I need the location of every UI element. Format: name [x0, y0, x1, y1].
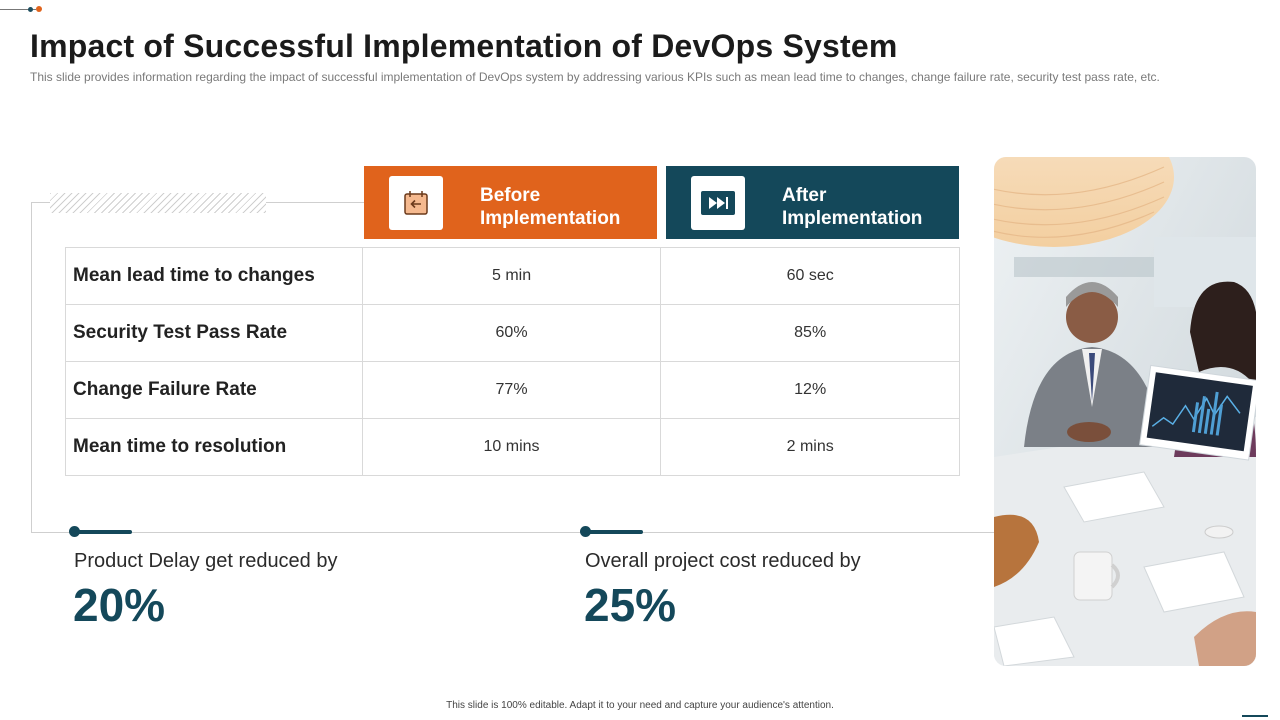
frame-line-left — [31, 202, 32, 532]
stat-marker-bar — [74, 530, 132, 534]
page-subtitle: This slide provides information regardin… — [30, 70, 1160, 84]
table-row: Mean lead time to changes 5 min 60 sec — [65, 247, 960, 305]
frame-line-bottom — [31, 532, 994, 533]
metric-cell: Mean time to resolution — [65, 418, 363, 476]
before-implementation-header: Before Implementation — [364, 166, 657, 239]
before-value-cell: 10 mins — [361, 418, 662, 476]
kpi-comparison-table: Mean lead time to changes 5 min 60 sec S… — [65, 247, 960, 476]
after-value-cell: 60 sec — [660, 247, 960, 305]
stat-value-product-delay: 20% — [73, 579, 166, 631]
before-value-cell: 60% — [361, 304, 662, 362]
top-left-decoration-dot-accent — [36, 6, 42, 12]
metric-cell: Mean lead time to changes — [65, 247, 363, 305]
before-label-line1: Before — [480, 185, 541, 206]
after-value-cell: 12% — [660, 361, 960, 419]
stat-value-project-cost: 25% — [584, 579, 677, 631]
before-value-cell: 5 min — [361, 247, 662, 305]
fast-forward-icon — [691, 176, 745, 230]
footer-note: This slide is 100% editable. Adapt it to… — [446, 700, 834, 711]
metric-cell: Security Test Pass Rate — [65, 304, 363, 362]
top-left-decoration-dot — [28, 7, 33, 12]
table-row: Security Test Pass Rate 60% 85% — [65, 304, 960, 362]
after-value-cell: 2 mins — [660, 418, 960, 476]
stat-label-project-cost: Overall project cost reduced by — [585, 550, 861, 572]
stat-marker-bar — [585, 530, 643, 534]
table-row: Change Failure Rate 77% 12% — [65, 361, 960, 419]
table-row: Mean time to resolution 10 mins 2 mins — [65, 418, 960, 476]
after-label-line1: After — [782, 185, 827, 206]
calendar-back-icon — [389, 176, 443, 230]
after-implementation-label: After Implementation — [782, 184, 922, 230]
page-title: Impact of Successful Implementation of D… — [30, 28, 898, 64]
after-label-line2: Implementation — [782, 208, 923, 229]
before-implementation-label: Before Implementation — [480, 184, 620, 230]
metric-cell: Change Failure Rate — [65, 361, 363, 419]
after-value-cell: 85% — [660, 304, 960, 362]
hatch-decoration — [50, 193, 266, 213]
stat-label-product-delay: Product Delay get reduced by — [74, 550, 338, 572]
before-value-cell: 77% — [361, 361, 662, 419]
after-implementation-header: After Implementation — [666, 166, 959, 239]
before-label-line2: Implementation — [480, 208, 621, 229]
meeting-photo — [994, 157, 1256, 666]
top-left-decoration-line — [0, 9, 36, 10]
corner-decoration-line — [1242, 715, 1268, 717]
